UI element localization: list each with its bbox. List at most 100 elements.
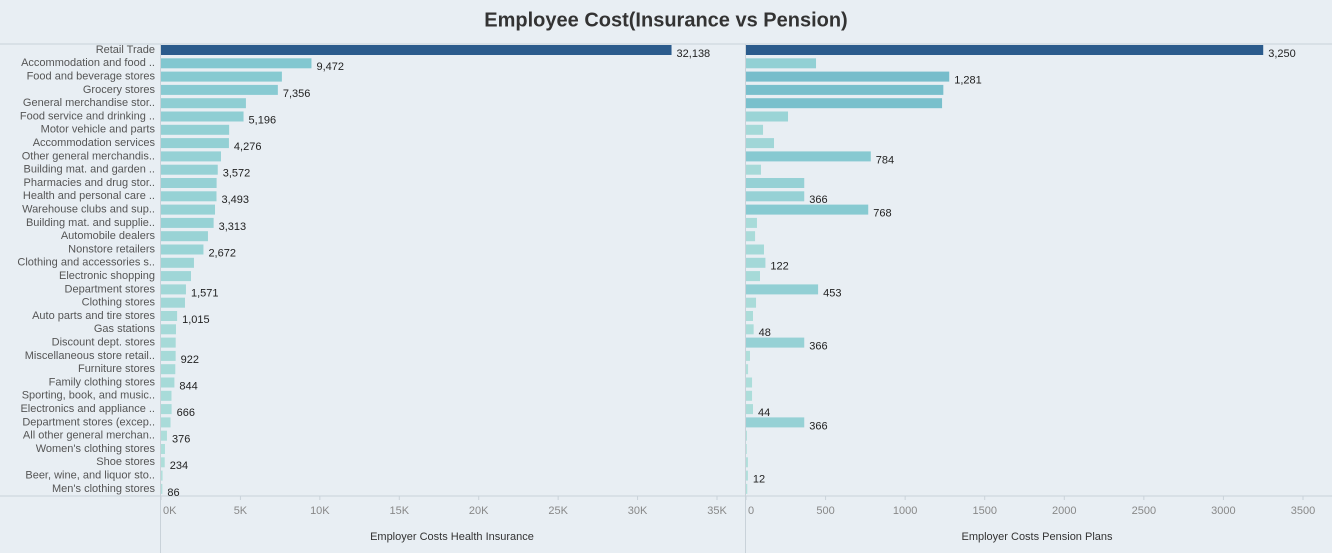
y-tick-label: Building mat. and garden .. <box>24 164 155 176</box>
value-label: 366 <box>809 341 827 353</box>
bar <box>161 430 167 441</box>
bar <box>746 430 747 441</box>
y-tick-label: Other general merchandis.. <box>22 150 155 162</box>
value-label: 666 <box>177 407 195 419</box>
bar <box>161 124 230 135</box>
bar <box>746 390 753 401</box>
bar <box>746 404 754 415</box>
y-tick-label: Auto parts and tire stores <box>32 310 155 322</box>
value-label: 9,472 <box>316 61 344 73</box>
value-label: 3,493 <box>221 194 249 206</box>
bar <box>161 417 171 428</box>
bar <box>746 58 817 69</box>
x-tick-label: 10K <box>310 505 330 517</box>
bar <box>746 271 761 282</box>
bar <box>161 377 175 388</box>
bar <box>746 98 943 109</box>
bar <box>161 151 221 162</box>
x-tick-label: 1000 <box>893 505 917 517</box>
value-label: 768 <box>873 208 891 220</box>
y-tick-label: Clothing and accessories s.. <box>17 257 155 269</box>
y-tick-label: Discount dept. stores <box>52 337 156 349</box>
bar <box>161 244 204 255</box>
bar <box>161 178 217 188</box>
bar <box>161 71 282 82</box>
y-tick-label: Food and beverage stores <box>27 71 156 83</box>
y-tick-label: Building mat. and supplie.. <box>26 217 155 229</box>
bar <box>746 151 871 162</box>
value-label: 3,572 <box>223 168 251 180</box>
y-tick-label: Family clothing stores <box>49 376 156 388</box>
x-tick-label: 30K <box>628 505 648 517</box>
x-axis-title: Employer Costs Health Insurance <box>370 531 534 543</box>
x-axis-title: Employer Costs Pension Plans <box>961 531 1113 543</box>
y-tick-label: Warehouse clubs and sup.. <box>22 204 155 216</box>
bar <box>746 483 748 494</box>
bar <box>161 45 672 55</box>
x-tick-label: 500 <box>816 505 834 517</box>
y-tick-label: Retail Trade <box>96 44 155 56</box>
y-tick-label: Grocery stores <box>83 84 156 96</box>
x-tick-label: 35K <box>707 505 727 517</box>
value-label: 784 <box>876 154 894 166</box>
x-tick-label: 5K <box>234 505 248 517</box>
bar <box>746 191 805 202</box>
x-tick-label: 20K <box>469 505 489 517</box>
y-tick-label: Beer, wine, and liquor sto.. <box>25 470 155 482</box>
bar <box>161 364 176 375</box>
bar <box>161 470 163 481</box>
bar <box>161 84 278 95</box>
bar <box>746 337 805 348</box>
bar <box>746 244 764 255</box>
x-tick-label: 0K <box>163 505 177 517</box>
value-label: 844 <box>179 380 197 392</box>
bar <box>161 257 194 268</box>
bar <box>161 98 246 109</box>
bar <box>746 364 749 375</box>
bar <box>746 324 754 335</box>
bar <box>161 231 208 242</box>
bar <box>746 311 754 321</box>
x-tick-label: 0 <box>748 505 754 517</box>
bar <box>161 58 312 69</box>
x-tick-label: 2000 <box>1052 505 1076 517</box>
bar <box>746 297 757 308</box>
bar <box>746 71 950 82</box>
y-tick-label: Accommodation services <box>33 137 156 149</box>
bar <box>746 84 944 95</box>
bar <box>746 470 748 481</box>
value-label: 5,196 <box>249 114 277 126</box>
chart-title: Employee Cost(Insurance vs Pension) <box>484 9 847 31</box>
bar <box>746 284 819 295</box>
bar <box>161 204 216 215</box>
bar <box>161 404 172 415</box>
value-label: 453 <box>823 287 841 299</box>
y-tick-label: Health and personal care .. <box>23 190 155 202</box>
bar <box>746 377 753 388</box>
y-tick-label: Department stores <box>65 283 156 295</box>
bar <box>161 271 191 282</box>
y-tick-label: Motor vehicle and parts <box>41 124 156 136</box>
y-tick-label: All other general merchan.. <box>23 430 155 442</box>
y-tick-label: Food service and drinking .. <box>20 110 155 122</box>
x-tick-label: 1500 <box>972 505 996 517</box>
y-tick-label: Clothing stores <box>82 297 156 309</box>
bar <box>161 483 163 494</box>
value-label: 1,015 <box>182 314 210 326</box>
y-tick-label: Department stores (excep.. <box>22 416 155 428</box>
x-tick-label: 3500 <box>1291 505 1315 517</box>
bar <box>746 164 761 175</box>
value-label: 3,250 <box>1268 48 1296 60</box>
y-tick-label: General merchandise stor.. <box>23 97 155 109</box>
value-label: 376 <box>172 434 190 446</box>
y-tick-label: Pharmacies and drug stor.. <box>24 177 155 189</box>
bar <box>746 45 1264 55</box>
bar <box>161 111 244 122</box>
bar <box>746 111 789 122</box>
x-tick-label: 2500 <box>1132 505 1156 517</box>
y-tick-label: Women's clothing stores <box>36 443 156 455</box>
bar <box>161 457 165 468</box>
bar <box>161 390 172 401</box>
